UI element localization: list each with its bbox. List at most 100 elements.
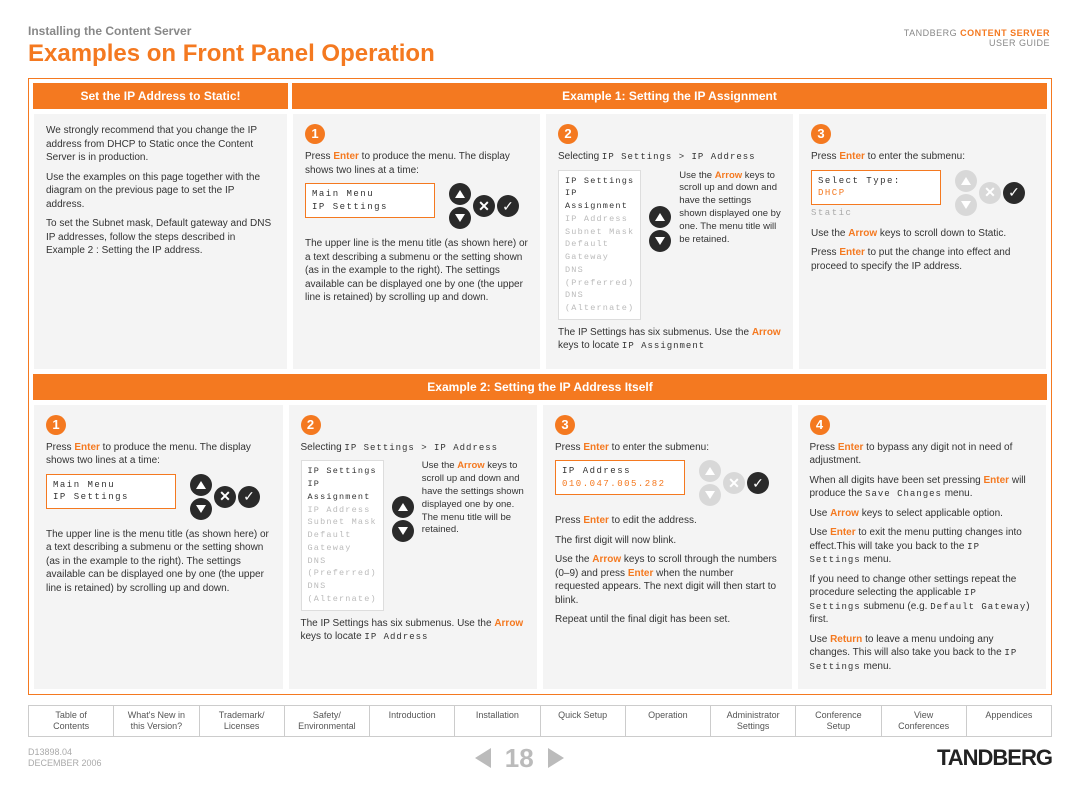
step-number-1: 1 [305, 124, 325, 144]
up-arrow-icon[interactable] [955, 170, 977, 192]
nav-tab-install[interactable]: Installation [455, 705, 540, 737]
ex2-step1-p1: Press Enter to produce the menu. The dis… [46, 441, 271, 468]
cancel-icon[interactable]: ✕ [979, 182, 1001, 204]
bottom-nav: Table ofContents What's New inthis Versi… [28, 705, 1052, 737]
example2-header: Example 2: Setting the IP Address Itself [33, 374, 1047, 400]
button-cluster: ✕ ✓ [699, 460, 769, 506]
ex2-step4-p2: When all digits have been set pressing E… [810, 474, 1035, 501]
ex1-step2-p1: Selecting IP Settings > IP Address [558, 150, 781, 164]
step-number-3: 3 [555, 415, 575, 435]
down-arrow-icon[interactable] [649, 230, 671, 252]
intro-p2: Use the examples on this page together w… [46, 171, 275, 212]
ex2-step1-p2: The upper line is the menu title (as sho… [46, 528, 271, 596]
ex2-step2-p1: Selecting IP Settings > IP Address [301, 441, 526, 455]
up-arrow-icon[interactable] [699, 460, 721, 482]
up-arrow-icon[interactable] [190, 474, 212, 496]
lcd-display: IP Address 010.047.005.282 [555, 460, 685, 495]
brand-text-a: TANDBERG [904, 28, 960, 38]
brand-subtitle: USER GUIDE [989, 38, 1050, 48]
nav-tab-quicksetup[interactable]: Quick Setup [541, 705, 626, 737]
ex1-step2-side: Use the Arrow keys to scroll up and down… [679, 170, 781, 247]
example1-header: Example 1: Setting the IP Assignment [292, 83, 1047, 109]
ex1-step3-p3: Press Enter to put the change into effec… [811, 246, 1034, 273]
ex1-step1: 1 Press Enter to produce the menu. The d… [292, 113, 541, 370]
page-number: 18 [505, 743, 534, 774]
nav-tab-operation[interactable]: Operation [626, 705, 711, 737]
up-arrow-icon[interactable] [449, 183, 471, 205]
lcd-display: Main Menu IP Settings [46, 474, 176, 509]
ex1-step2: 2 Selecting IP Settings > IP Address IP … [545, 113, 794, 370]
nav-tab-trademark[interactable]: Trademark/Licenses [200, 705, 285, 737]
step-number-3: 3 [811, 124, 831, 144]
enter-icon[interactable]: ✓ [1003, 182, 1025, 204]
down-arrow-icon[interactable] [955, 194, 977, 216]
cancel-icon[interactable]: ✕ [214, 486, 236, 508]
nav-tab-intro[interactable]: Introduction [370, 705, 455, 737]
nav-tab-safety[interactable]: Safety/Environmental [285, 705, 370, 737]
lcd-display: Select Type: DHCP [811, 170, 941, 205]
intro-p3: To set the Subnet mask, Default gateway … [46, 217, 275, 258]
nav-tab-viewconf[interactable]: ViewConferences [882, 705, 967, 737]
content-frame: Set the IP Address to Static! Example 1:… [28, 78, 1052, 695]
down-arrow-icon[interactable] [190, 498, 212, 520]
ex2-step3-p2: Press Enter to edit the address. [555, 514, 780, 528]
next-page-icon[interactable] [548, 748, 564, 768]
ex2-step3: 3 Press Enter to enter the submenu: IP A… [542, 404, 793, 691]
down-arrow-icon[interactable] [449, 207, 471, 229]
page-control: 18 [475, 743, 564, 774]
ex2-step4-p3: Use Arrow keys to select applicable opti… [810, 507, 1035, 521]
ex2-step3-p5: Repeat until the final digit has been se… [555, 613, 780, 627]
ex1-step3-p2: Use the Arrow keys to scroll down to Sta… [811, 227, 1034, 241]
page-title: Examples on Front Panel Operation [28, 40, 1052, 68]
up-arrow-icon[interactable] [392, 496, 414, 518]
lcd-sub-option: Static [811, 205, 941, 219]
ex2-step4-p6: Use Return to leave a menu undoing any c… [810, 633, 1035, 674]
ex1-step3: 3 Press Enter to enter the submenu: Sele… [798, 113, 1047, 370]
doc-meta: D13898.04 DECEMBER 2006 [28, 747, 102, 770]
up-arrow-icon[interactable] [649, 206, 671, 228]
ex2-step4-p4: Use Enter to exit the menu putting chang… [810, 526, 1035, 567]
brand-text-b: CONTENT SERVER [960, 28, 1050, 38]
nav-tab-toc[interactable]: Table ofContents [28, 705, 114, 737]
button-cluster: ✕ ✓ [955, 170, 1025, 216]
ex1-step1-p1: Press Enter to produce the menu. The dis… [305, 150, 528, 177]
submenu-list: IP Settings IP Assignment IP Address Sub… [301, 460, 384, 610]
enter-icon[interactable]: ✓ [497, 195, 519, 217]
ex1-step2-p2: The IP Settings has six submenus. Use th… [558, 326, 781, 353]
down-arrow-icon[interactable] [392, 520, 414, 542]
step-number-1: 1 [46, 415, 66, 435]
intro-header: Set the IP Address to Static! [33, 83, 288, 109]
ex2-step4: 4 Press Enter to bypass any digit not in… [797, 404, 1048, 691]
ex2-step1: 1 Press Enter to produce the menu. The d… [33, 404, 284, 691]
cancel-icon[interactable]: ✕ [473, 195, 495, 217]
nav-tab-whatsnew[interactable]: What's New inthis Version? [114, 705, 199, 737]
step-number-2: 2 [301, 415, 321, 435]
intro-p1: We strongly recommend that you change th… [46, 124, 275, 165]
ex2-step2-p2: The IP Settings has six submenus. Use th… [301, 617, 526, 644]
nav-tab-admin[interactable]: AdministratorSettings [711, 705, 796, 737]
ex2-step3-p4: Use the Arrow keys to scroll through the… [555, 553, 780, 607]
step-number-4: 4 [810, 415, 830, 435]
breadcrumb: Installing the Content Server [28, 24, 1052, 38]
ex2-step3-p3: The first digit will now blink. [555, 534, 780, 548]
ex2-step4-p1: Press Enter to bypass any digit not in n… [810, 441, 1035, 468]
down-arrow-icon[interactable] [699, 484, 721, 506]
intro-card: We strongly recommend that you change th… [33, 113, 288, 370]
cancel-icon[interactable]: ✕ [723, 472, 745, 494]
enter-icon[interactable]: ✓ [747, 472, 769, 494]
ex2-step3-p1: Press Enter to enter the submenu: [555, 441, 780, 455]
prev-page-icon[interactable] [475, 748, 491, 768]
brand-header: TANDBERG CONTENT SERVER USER GUIDE [904, 28, 1050, 48]
enter-icon[interactable]: ✓ [238, 486, 260, 508]
nav-tab-appendices[interactable]: Appendices [967, 705, 1052, 737]
brand-logo: TANDBERG [937, 745, 1052, 771]
button-cluster: ✕ ✓ [190, 474, 260, 520]
submenu-list: IP Settings IP Assignment IP Address Sub… [558, 170, 641, 320]
button-cluster: ✕ ✓ [449, 183, 519, 229]
ex2-step4-p5: If you need to change other settings rep… [810, 573, 1035, 627]
lcd-display: Main Menu IP Settings [305, 183, 435, 218]
ex1-step3-p1: Press Enter to enter the submenu: [811, 150, 1034, 164]
step-number-2: 2 [558, 124, 578, 144]
ex2-step2-side: Use the Arrow keys to scroll up and down… [422, 460, 525, 537]
nav-tab-confsetup[interactable]: ConferenceSetup [796, 705, 881, 737]
